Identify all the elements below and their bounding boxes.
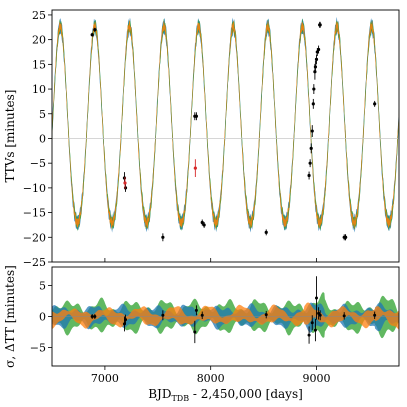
ttv-point [200,220,204,225]
residual-y-axis-label: σ, ΔTT [minutes] [3,265,17,368]
residual-point [200,313,204,317]
ttv-point [310,129,314,133]
ttv-y-axis-label: TTVs [minutes] [3,90,17,183]
residual-point [307,333,311,337]
ttv-point [316,47,321,52]
residual-y-tick-label: 5 [39,280,46,293]
residual-point [194,308,198,312]
residual-uncertainty-bands [52,292,399,339]
residual-point [193,330,197,334]
ttv-point [315,50,319,54]
residual-x-tick-label: 9000 [302,372,330,385]
ttv-point [194,114,199,118]
residual-y-tick-label: −5 [30,341,46,354]
ttv-point [161,235,165,239]
ttv-point [90,33,94,37]
ttv-point [122,176,127,180]
ttv-point [123,186,128,190]
residual-point [314,296,318,300]
ttv-y-ticks: 25 20 15 10 5 0 −5 −10 −15 −20 −25 [23,9,52,269]
ttv-point [312,87,316,91]
ttv-panel: 25 20 15 10 5 0 −5 −10 −15 −20 −25 TTVs [minutes] [3,9,400,269]
ttv-y-tick-label: 0 [39,132,46,145]
ttv-data-points [90,21,377,242]
ttv-y-tick-label: 10 [32,83,46,96]
ttv-y-tick-label: −15 [23,207,46,220]
x-axis-label-rest: - 2,450,000 [days] [189,387,303,401]
ttv-point [308,161,312,165]
ttv-model-band-2 [52,18,399,232]
ttv-point [123,181,127,185]
residual-point [264,313,268,317]
residual-point [93,315,97,318]
ttv-y-tick-label: −5 [30,157,46,170]
residual-y-tick-label: 0 [39,311,46,324]
residual-x-ticks: 7000 8000 9000 [91,366,330,385]
ttv-point [313,70,317,74]
residual-point [313,328,317,332]
ttv-point [373,102,377,106]
ttv-model-bands [52,16,399,233]
ttv-y-tick-label: 15 [32,58,46,71]
x-axis-label-main: BJD [148,387,171,401]
ttv-point [264,230,268,234]
residual-point [342,314,346,318]
ttv-y-tick-label: −25 [23,256,46,269]
ttv-y-tick-label: −10 [23,182,46,195]
ttv-point [202,223,206,227]
ttv-point [311,102,315,106]
ttv-point [313,65,318,69]
residual-point [90,315,94,318]
residual-y-ticks: 5 0 −5 [30,280,52,354]
residual-band-3 [52,302,399,330]
residual-panel: 5 0 −5 7000 8000 9000 σ, ΔTT [minutes] [3,265,400,385]
residual-point [373,313,377,317]
residual-x-tick-label: 8000 [197,372,225,385]
ttv-y-tick-label: 25 [32,9,46,22]
ttv-point [307,173,311,178]
residual-data-points [90,276,377,344]
residual-point [161,313,165,317]
ttv-x-ticks [104,258,317,262]
ttv-point [93,28,97,32]
residual-x-tick-label: 7000 [91,372,119,385]
ttv-point [343,235,348,239]
ttv-y-tick-label: −20 [23,231,46,244]
ttv-panel-frame [51,9,400,263]
residual-point [124,318,128,322]
ttv-y-tick-label: 5 [39,108,46,121]
ttv-point [193,166,197,170]
ttv-y-tick-label: 20 [32,34,46,47]
residual-point [310,321,314,325]
ttv-point [309,146,313,150]
ttv-point [318,23,322,27]
residual-point [318,313,322,317]
x-axis-label: BJDTDB - 2,450,000 [days] [148,387,303,403]
x-axis-label-subscript: TDB [171,394,189,403]
ttv-point [314,57,319,62]
